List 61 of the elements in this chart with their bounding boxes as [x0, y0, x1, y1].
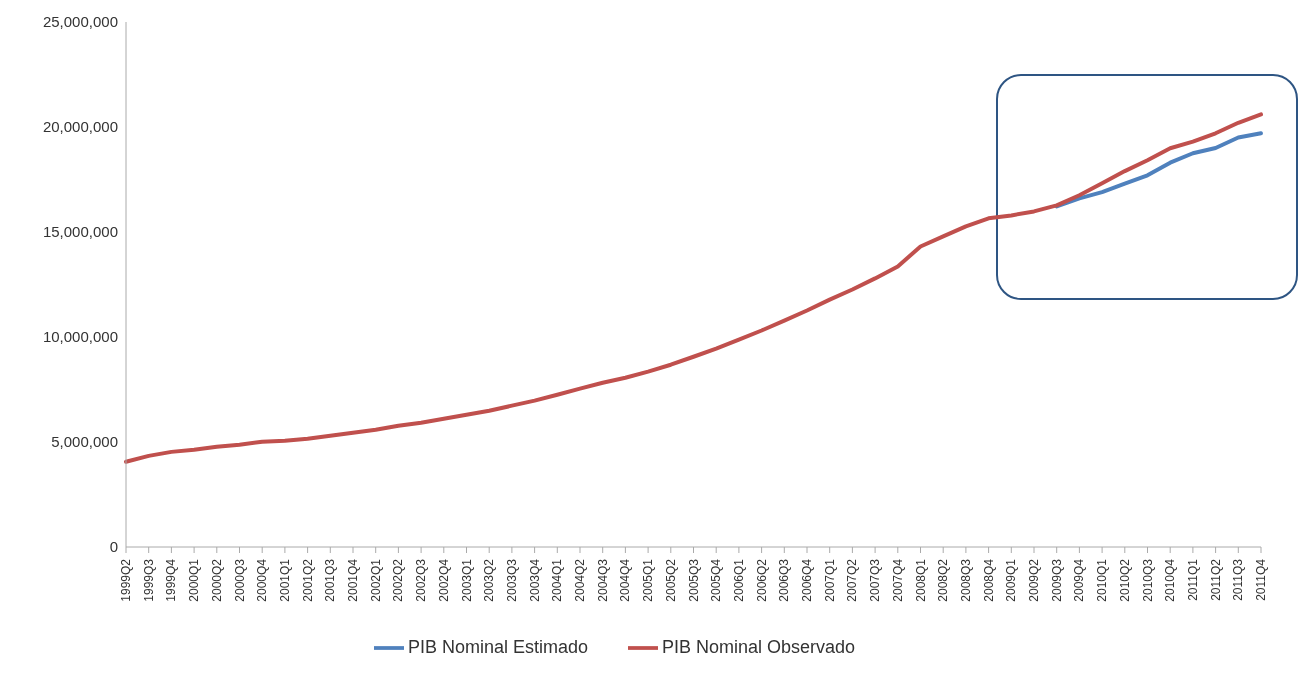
x-tick-label: 2005Q3	[686, 558, 701, 602]
x-tick-label: 2000Q4	[255, 558, 270, 602]
x-tick-label: 2008Q4	[981, 558, 996, 602]
x-tick-label: 1999Q3	[141, 558, 156, 602]
x-tick-label: 2003Q3	[504, 558, 519, 602]
x-tick-label: 2009Q3	[1049, 558, 1064, 602]
x-tick-label: 2001Q1	[277, 558, 292, 602]
y-tick-label: 0	[109, 538, 118, 556]
x-tick-label: 2011Q3	[1231, 558, 1246, 601]
x-tick-label: 2008Q2	[936, 558, 951, 602]
x-tick-label: 2004Q4	[618, 558, 633, 602]
x-tick-label: 2009Q4	[1072, 558, 1087, 602]
x-tick-label: 1999Q2	[119, 558, 133, 602]
x-tick-label: 2002Q1	[368, 558, 383, 602]
x-tick-label: 2010Q3	[1140, 558, 1155, 602]
x-tick-label: 2005Q4	[709, 558, 724, 602]
x-tick-label: 2000Q1	[187, 558, 202, 602]
x-tick-label: 2004Q2	[573, 558, 587, 602]
x-tick-label: 2003Q1	[459, 558, 474, 602]
x-tick-label: 2006Q3	[777, 558, 792, 602]
x-tick-label: 2000Q3	[232, 558, 247, 602]
y-tick-label: 25,000,000	[42, 13, 118, 31]
x-tick-label: 2010Q1	[1095, 558, 1110, 602]
legend-label: PIB Nominal Observado	[661, 636, 856, 657]
x-tick-label: 2002Q3	[414, 558, 429, 602]
x-tick-label: 2005Q2	[663, 558, 678, 602]
line-series	[1054, 131, 1263, 209]
x-tick-label: 2007Q1	[822, 558, 837, 602]
x-tick-label: 2007Q3	[868, 558, 883, 602]
x-tick-label: 2011Q4	[1254, 558, 1268, 601]
x-tick-label: 2003Q2	[482, 558, 497, 602]
x-tick-label: 2002Q4	[436, 558, 451, 602]
y-tick-label: 20,000,000	[42, 118, 118, 136]
y-tick-label: 10,000,000	[42, 328, 118, 346]
x-tick-label: 2008Q1	[913, 558, 928, 602]
x-tick-label: 2001Q4	[346, 558, 360, 602]
x-tick-label: 2003Q4	[527, 558, 542, 602]
x-tick-label: 2006Q1	[731, 558, 746, 602]
x-tick-label: 1999Q4	[164, 558, 179, 602]
x-tick-label: 2004Q1	[550, 558, 565, 602]
legend-label: PIB Nominal Estimado	[407, 636, 588, 657]
x-tick-label: 2010Q4	[1163, 558, 1178, 602]
x-tick-label: 2000Q2	[209, 558, 224, 602]
x-tick-label: 2011Q1	[1185, 558, 1200, 601]
line-series	[124, 112, 1263, 464]
x-tick-label: 2007Q4	[890, 558, 905, 602]
x-tick-label: 2006Q2	[754, 558, 769, 602]
x-tick-label: 2001Q3	[323, 558, 338, 602]
x-tick-label: 2011Q2	[1208, 558, 1223, 601]
x-tick-label: 2002Q2	[391, 558, 406, 602]
y-tick-label: 5,000,000	[51, 433, 118, 451]
x-tick-label: 2010Q2	[1117, 558, 1132, 602]
x-tick-label: 2005Q1	[641, 558, 656, 602]
x-tick-label: 2007Q2	[845, 558, 860, 602]
x-tick-label: 2008Q3	[958, 558, 973, 602]
y-tick-label: 15,000,000	[42, 223, 118, 241]
x-tick-label: 2004Q3	[595, 558, 610, 602]
x-tick-label: 2001Q2	[300, 558, 315, 602]
x-tick-label: 2006Q4	[800, 558, 814, 602]
x-tick-label: 2009Q1	[1004, 558, 1019, 602]
x-tick-label: 2009Q2	[1027, 558, 1041, 602]
